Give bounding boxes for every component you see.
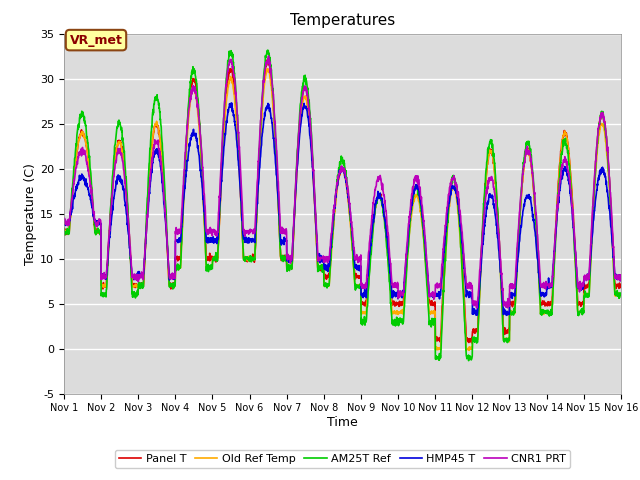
HMP45 T [617, 273, 625, 278]
AM25T Ref [617, 292, 625, 298]
CNR1 PRT [60, 219, 68, 225]
HMP45 T [60, 220, 68, 226]
HMP45 T [568, 206, 576, 212]
Old Ref Temp [584, 292, 591, 298]
Old Ref Temp [568, 194, 576, 200]
Line: Panel T: Panel T [64, 60, 621, 343]
Panel T [60, 227, 68, 232]
Old Ref Temp [617, 292, 625, 298]
Old Ref Temp [60, 229, 68, 235]
CNR1 PRT [617, 272, 625, 278]
AM25T Ref [584, 292, 591, 298]
CNR1 PRT [265, 53, 273, 59]
Panel T [617, 283, 625, 288]
AM25T Ref [371, 212, 379, 217]
CNR1 PRT [505, 303, 513, 309]
AM25T Ref [60, 226, 68, 231]
AM25T Ref [505, 336, 513, 341]
HMP45 T [505, 312, 513, 317]
CNR1 PRT [568, 202, 576, 208]
CNR1 PRT [473, 305, 481, 311]
Panel T [584, 282, 591, 288]
Panel T [371, 206, 379, 212]
Old Ref Temp [216, 222, 223, 228]
CNR1 PRT [584, 273, 591, 279]
Panel T [359, 299, 367, 305]
Old Ref Temp [264, 66, 272, 72]
AM25T Ref [359, 317, 367, 323]
X-axis label: Time: Time [327, 416, 358, 429]
Y-axis label: Temperature (C): Temperature (C) [24, 163, 37, 264]
Text: VR_met: VR_met [70, 34, 122, 47]
AM25T Ref [216, 217, 223, 223]
CNR1 PRT [359, 282, 367, 288]
CNR1 PRT [371, 188, 379, 194]
Line: CNR1 PRT: CNR1 PRT [64, 56, 621, 308]
AM25T Ref [264, 48, 271, 53]
HMP45 T [584, 276, 591, 282]
AM25T Ref [568, 202, 576, 207]
Old Ref Temp [359, 309, 367, 314]
HMP45 T [228, 100, 236, 106]
Old Ref Temp [505, 335, 513, 341]
Old Ref Temp [463, 348, 470, 353]
Panel T [216, 222, 223, 228]
Old Ref Temp [371, 209, 379, 215]
Legend: Panel T, Old Ref Temp, AM25T Ref, HMP45 T, CNR1 PRT: Panel T, Old Ref Temp, AM25T Ref, HMP45 … [115, 450, 570, 468]
Panel T [505, 328, 513, 334]
Line: Old Ref Temp: Old Ref Temp [64, 69, 621, 350]
HMP45 T [371, 207, 379, 213]
Line: AM25T Ref: AM25T Ref [64, 50, 621, 360]
Panel T [264, 57, 271, 62]
HMP45 T [502, 312, 510, 318]
Line: HMP45 T: HMP45 T [64, 103, 621, 315]
AM25T Ref [465, 358, 472, 363]
HMP45 T [216, 215, 223, 221]
CNR1 PRT [216, 193, 223, 199]
Panel T [468, 340, 476, 346]
Title: Temperatures: Temperatures [290, 13, 395, 28]
HMP45 T [359, 292, 367, 298]
Panel T [568, 193, 576, 199]
